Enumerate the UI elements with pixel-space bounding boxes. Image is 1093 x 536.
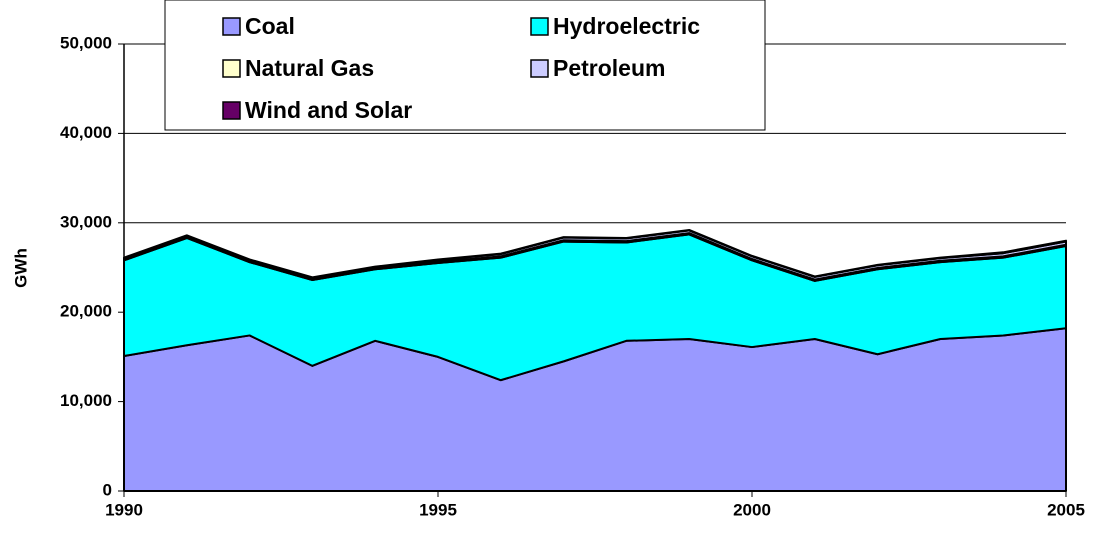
legend-swatch: [222, 101, 241, 120]
legend-label: Hydroelectric: [553, 13, 700, 39]
legend-swatch: [222, 17, 241, 36]
y-tick-label: 30,000: [60, 212, 112, 231]
x-tick-label: 1990: [105, 500, 143, 519]
y-tick-label: 20,000: [60, 302, 112, 321]
legend-label: Wind and Solar: [245, 97, 412, 123]
area: [123, 327, 1067, 492]
x-tick-label: 2005: [1047, 500, 1085, 519]
y-tick-label: 50,000: [60, 33, 112, 52]
legend-box: [164, 0, 766, 131]
plot-area: [123, 228, 1067, 492]
legend-label: Coal: [245, 13, 295, 39]
y-tick-label: 40,000: [60, 123, 112, 142]
x-tick-label: 1995: [419, 500, 457, 519]
legend-swatch: [222, 59, 241, 78]
legend-label: Petroleum: [553, 55, 665, 81]
y-tick-label: 10,000: [60, 391, 112, 410]
legend-swatch: [530, 59, 549, 78]
legend-label: Natural Gas: [245, 55, 374, 81]
x-tick-label: 2000: [733, 500, 771, 519]
y-tick-label: 0: [103, 480, 112, 499]
area: [123, 228, 1067, 279]
y-axis-label: GWh: [11, 248, 30, 288]
legend-swatch: [530, 17, 549, 36]
